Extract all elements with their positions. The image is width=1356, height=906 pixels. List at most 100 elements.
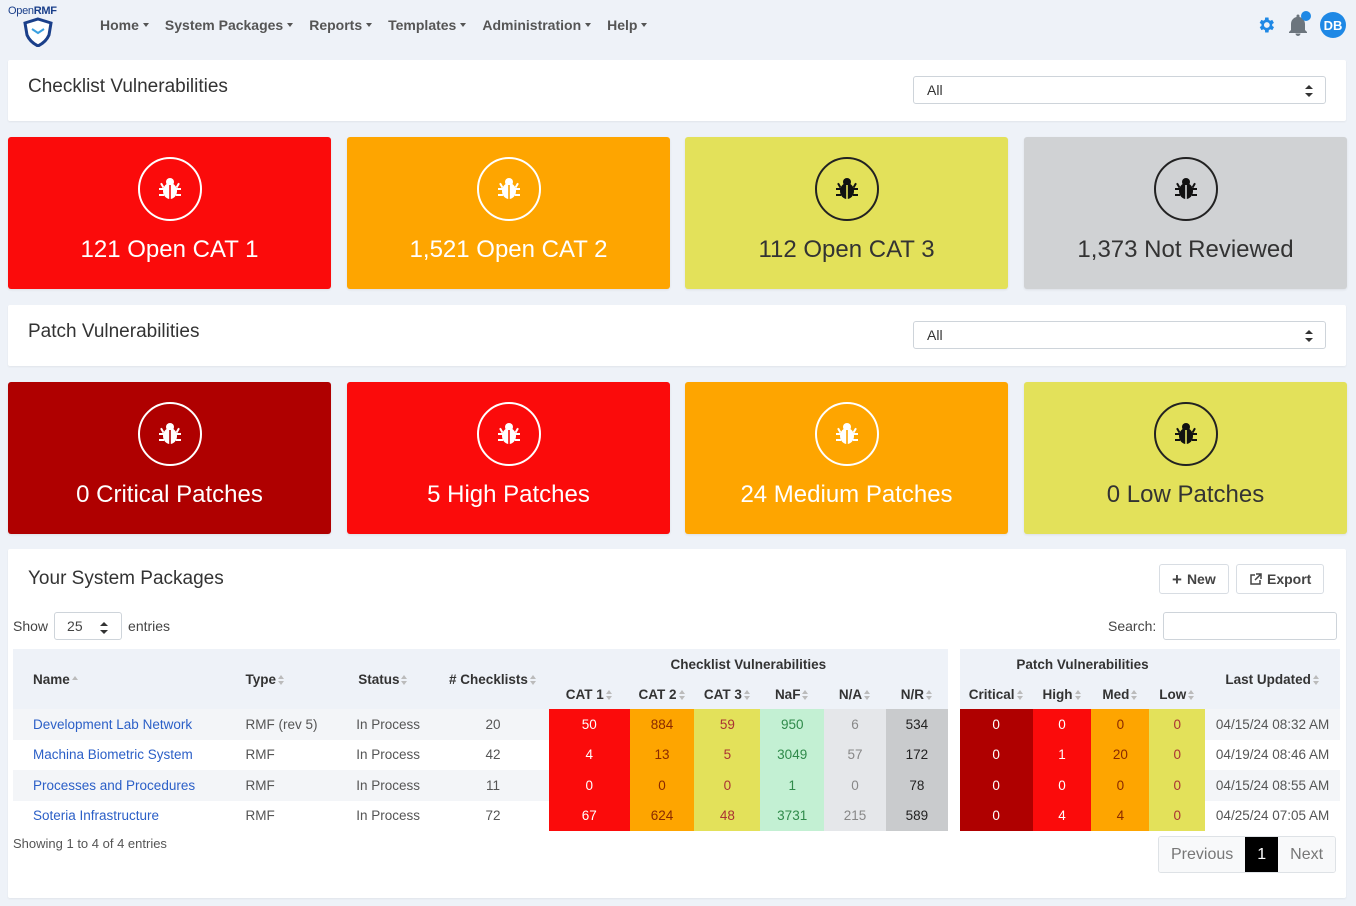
col-cat2[interactable]: CAT 2 bbox=[629, 679, 695, 709]
chevron-down-icon bbox=[641, 23, 648, 27]
col-high[interactable]: High bbox=[1032, 679, 1092, 709]
col-type[interactable]: Type bbox=[232, 649, 346, 709]
package-name-link[interactable]: Machina Biometric System bbox=[13, 739, 233, 770]
col-last-updated[interactable]: Last Updated bbox=[1205, 649, 1340, 709]
new-button[interactable]: + New bbox=[1159, 564, 1229, 594]
table-row: Machina Biometric System RMF In Process … bbox=[13, 739, 1340, 770]
card-open-cat2[interactable]: 1,521 Open CAT 2 bbox=[347, 137, 670, 289]
logo-rmf-text: RMF bbox=[33, 5, 57, 17]
logo-open-text: Open bbox=[8, 5, 34, 17]
col-checklists-label: # Checklists bbox=[449, 671, 528, 687]
col-nr[interactable]: N/R bbox=[885, 679, 948, 709]
bug-icon bbox=[814, 157, 879, 221]
search-input[interactable] bbox=[1163, 612, 1338, 640]
col-name-label: Name bbox=[33, 671, 70, 687]
page-length-control: Show 25 entries bbox=[13, 612, 170, 640]
select-arrows-icon bbox=[1305, 330, 1313, 342]
col-cat1[interactable]: CAT 1 bbox=[548, 679, 630, 709]
sort-icon bbox=[1188, 689, 1195, 700]
col-cat3[interactable]: CAT 3 bbox=[694, 679, 761, 709]
critical-count: 0 bbox=[959, 770, 1033, 801]
col-type-label: Type bbox=[245, 671, 276, 687]
col-na[interactable]: N/A bbox=[824, 679, 886, 709]
export-button[interactable]: Export bbox=[1236, 564, 1325, 594]
menu-system-packages[interactable]: System Packages bbox=[165, 17, 294, 33]
menu-reports[interactable]: Reports bbox=[309, 17, 373, 33]
col-med[interactable]: Med bbox=[1091, 679, 1150, 709]
menu-home[interactable]: Home bbox=[100, 17, 149, 33]
menu-help[interactable]: Help bbox=[607, 17, 648, 33]
cat3-count: 5 bbox=[694, 739, 761, 770]
high-count: 1 bbox=[1032, 739, 1092, 770]
next-page-button[interactable]: Next bbox=[1278, 837, 1336, 872]
col-last-updated-label: Last Updated bbox=[1225, 671, 1311, 687]
patch-filter-select[interactable]: All bbox=[913, 321, 1326, 349]
table-row: Development Lab Network RMF (rev 5) In P… bbox=[13, 709, 1340, 740]
last-updated: 04/19/24 08:46 AM bbox=[1205, 739, 1340, 770]
search-control: Search: bbox=[1108, 612, 1338, 640]
openrmf-logo[interactable]: OpenRMF bbox=[8, 5, 66, 47]
med-count: 20 bbox=[1091, 739, 1150, 770]
cat1-count: 50 bbox=[548, 709, 630, 740]
select-arrows-icon bbox=[100, 622, 109, 634]
col-med-label: Med bbox=[1102, 686, 1130, 702]
checklist-filter-select[interactable]: All bbox=[913, 76, 1326, 104]
menu-administration[interactable]: Administration bbox=[482, 17, 592, 33]
column-gap bbox=[947, 800, 960, 831]
col-nr-label: N/R bbox=[900, 686, 924, 702]
menu-templates-label: Templates bbox=[388, 17, 457, 33]
na-count: 6 bbox=[824, 709, 886, 740]
sort-icon bbox=[401, 674, 408, 685]
checklist-filter-value: All bbox=[927, 82, 943, 98]
gear-icon[interactable] bbox=[1256, 15, 1276, 35]
package-type: RMF bbox=[232, 800, 346, 831]
card-high-patches-label: 5 High Patches bbox=[427, 481, 590, 508]
package-name-link[interactable]: Processes and Procedures bbox=[13, 770, 233, 801]
avatar[interactable]: DB bbox=[1320, 12, 1346, 38]
card-open-cat3[interactable]: 112 Open CAT 3 bbox=[685, 137, 1008, 289]
sort-icon bbox=[678, 689, 686, 700]
col-critical[interactable]: Critical bbox=[959, 679, 1033, 709]
page-length-select[interactable]: 25 bbox=[54, 612, 123, 640]
med-count: 0 bbox=[1091, 770, 1150, 801]
chevron-down-icon bbox=[585, 23, 592, 27]
card-high-patches[interactable]: 5 High Patches bbox=[347, 382, 670, 534]
plus-icon: + bbox=[1172, 569, 1182, 589]
card-medium-patches[interactable]: 24 Medium Patches bbox=[685, 382, 1008, 534]
search-label: Search: bbox=[1108, 618, 1157, 634]
external-link-icon bbox=[1250, 572, 1262, 585]
low-count: 0 bbox=[1149, 709, 1206, 740]
page-1-button[interactable]: 1 bbox=[1245, 837, 1279, 872]
card-critical-patches[interactable]: 0 Critical Patches bbox=[8, 382, 331, 534]
col-name[interactable]: Name bbox=[13, 649, 233, 709]
card-low-patches[interactable]: 0 Low Patches bbox=[1024, 382, 1347, 534]
previous-page-button[interactable]: Previous bbox=[1159, 837, 1246, 872]
col-high-label: High bbox=[1042, 686, 1073, 702]
package-type: RMF bbox=[232, 770, 346, 801]
menu-reports-label: Reports bbox=[309, 17, 363, 33]
high-count: 0 bbox=[1032, 709, 1092, 740]
sort-icon bbox=[802, 689, 809, 700]
sort-icon bbox=[1074, 689, 1082, 700]
patch-vulnerabilities-panel: Patch Vulnerabilities All bbox=[8, 305, 1346, 366]
last-updated: 04/25/24 07:05 AM bbox=[1205, 800, 1340, 831]
na-count: 215 bbox=[824, 800, 886, 831]
col-status[interactable]: Status bbox=[345, 649, 438, 709]
col-checklists[interactable]: # Checklists bbox=[437, 649, 549, 709]
select-arrows-icon bbox=[1305, 85, 1313, 97]
card-not-reviewed[interactable]: 1,373 Not Reviewed bbox=[1024, 137, 1347, 289]
col-low[interactable]: Low bbox=[1149, 679, 1206, 709]
card-open-cat1[interactable]: 121 Open CAT 1 bbox=[8, 137, 331, 289]
checklist-vulnerabilities-panel: Checklist Vulnerabilities All bbox=[8, 60, 1346, 121]
high-count: 4 bbox=[1032, 800, 1092, 831]
col-naf[interactable]: NaF bbox=[760, 679, 825, 709]
notifications-button[interactable] bbox=[1288, 11, 1311, 36]
menu-help-label: Help bbox=[607, 17, 638, 33]
package-name-link[interactable]: Soteria Infrastructure bbox=[13, 800, 233, 831]
chevron-down-icon bbox=[142, 23, 149, 27]
system-packages-table: Name Type Status # Checklists Checklist … bbox=[13, 649, 1340, 831]
package-name-link[interactable]: Development Lab Network bbox=[13, 709, 233, 740]
na-count: 0 bbox=[824, 770, 886, 801]
menu-templates[interactable]: Templates bbox=[388, 17, 467, 33]
card-low-patches-label: 0 Low Patches bbox=[1106, 481, 1265, 508]
